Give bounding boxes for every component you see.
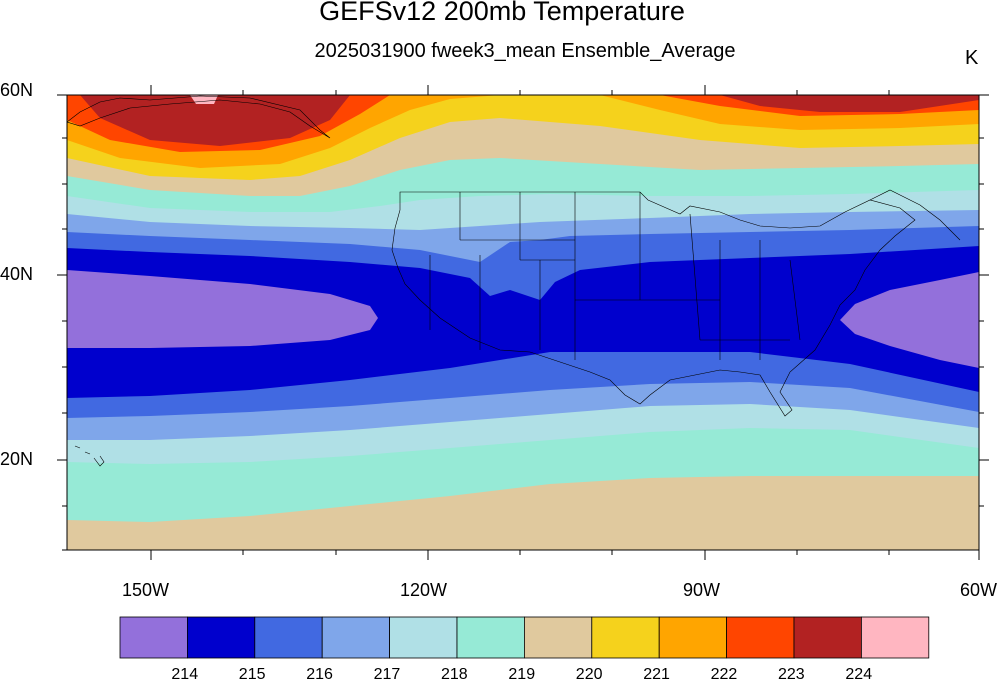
band-214-east xyxy=(840,272,979,368)
band-224-alaska xyxy=(80,95,350,146)
colorbar-label: 215 xyxy=(238,666,266,683)
lon-label-150w: 150W xyxy=(122,580,170,600)
colorbar-swatch xyxy=(119,616,188,659)
colorbar-label: 219 xyxy=(508,666,536,683)
colorbar-label: 224 xyxy=(845,666,873,683)
us-outline xyxy=(391,191,916,417)
colorbar-label: 218 xyxy=(441,666,468,683)
colorbar-swatch xyxy=(793,616,862,659)
colorbar-label: 217 xyxy=(373,666,401,683)
map-frame xyxy=(66,94,980,551)
lon-label-60w: 60W xyxy=(960,580,998,600)
band-224-east xyxy=(720,95,979,112)
lat-label-40n: 40N xyxy=(0,264,34,284)
map-title: GEFSv12 200mb Temperature xyxy=(319,0,685,26)
alaska-coast xyxy=(67,95,331,139)
colorbar-label: 223 xyxy=(778,666,805,683)
lon-label-90w: 90W xyxy=(683,580,721,600)
colorbar-label: 222 xyxy=(710,666,738,683)
hawaii xyxy=(74,445,105,467)
lon-label-120w: 120W xyxy=(400,580,448,600)
colorbar-swatch xyxy=(254,616,323,659)
lat-label-60n: 60N xyxy=(0,80,34,100)
colorbar-swatch xyxy=(389,616,458,659)
colorbar-swatch xyxy=(658,616,728,659)
colorbar-label: 214 xyxy=(171,666,199,683)
colorbar-label: 221 xyxy=(643,666,670,683)
colorbar xyxy=(119,616,930,659)
colorbar-label: 216 xyxy=(306,666,333,683)
colorbar-swatch xyxy=(591,616,660,659)
map-subtitle: 2025031900 fweek3_mean Ensemble_Average xyxy=(314,40,736,62)
colorbar-swatch xyxy=(321,616,391,659)
colorbar-swatch xyxy=(456,616,525,659)
colorbar-swatch xyxy=(524,616,593,659)
band-214-west xyxy=(67,270,378,348)
axis-ticks xyxy=(57,85,989,560)
coastlines xyxy=(67,95,961,467)
colorbar-swatch xyxy=(186,616,256,659)
colorbar-swatch xyxy=(726,616,795,659)
lat-label-20n: 20N xyxy=(0,449,34,469)
colorbar-label: 220 xyxy=(575,666,603,683)
temperature-field xyxy=(67,95,979,550)
units-label: K xyxy=(965,47,979,69)
colorbar-swatch xyxy=(861,616,930,659)
